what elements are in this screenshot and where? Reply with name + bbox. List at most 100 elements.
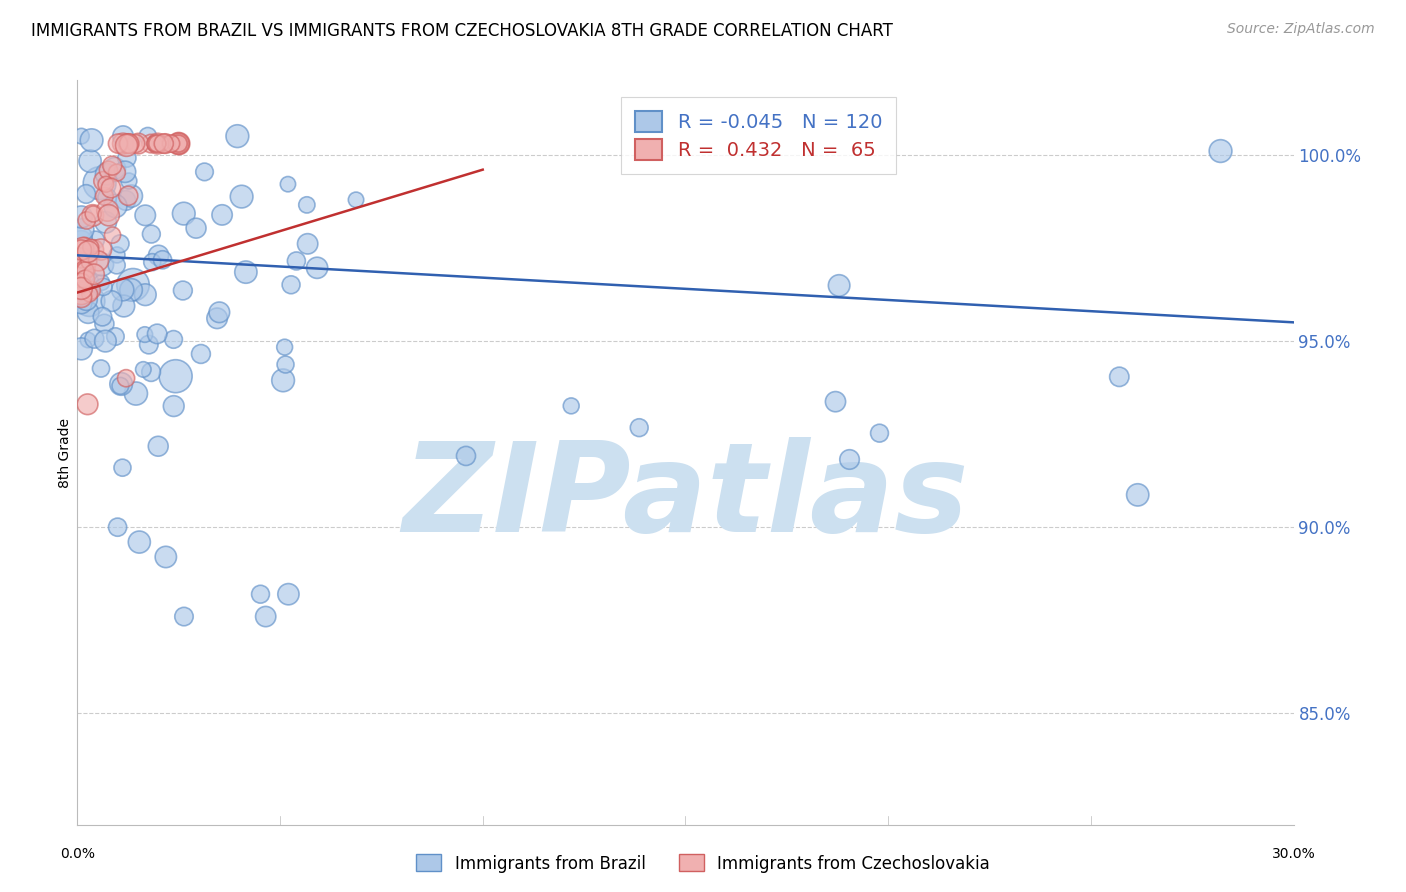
Point <box>165 136 187 151</box>
Point <box>70 296 93 310</box>
Point <box>277 587 299 601</box>
Point <box>828 278 851 293</box>
Point <box>97 163 120 178</box>
Point <box>118 136 141 151</box>
Point <box>70 281 93 295</box>
Point <box>70 234 93 248</box>
Point <box>100 181 122 195</box>
Point <box>115 151 138 165</box>
Legend: R = -0.045   N = 120, R =  0.432   N =  65: R = -0.045 N = 120, R = 0.432 N = 65 <box>621 97 896 174</box>
Point <box>70 230 93 244</box>
Point <box>91 310 114 324</box>
Point <box>70 290 93 304</box>
Point <box>1209 144 1232 158</box>
Point <box>70 279 93 293</box>
Point <box>273 340 295 354</box>
Point <box>249 587 271 601</box>
Point <box>82 207 104 221</box>
Point <box>139 365 162 379</box>
Point <box>101 228 124 243</box>
Point <box>150 136 173 151</box>
Point <box>111 136 134 151</box>
Point <box>163 399 186 413</box>
Point <box>70 251 93 265</box>
Point <box>80 284 103 298</box>
Point <box>190 347 212 361</box>
Point <box>70 276 93 290</box>
Point <box>96 167 118 181</box>
Point <box>104 199 127 213</box>
Point <box>134 208 156 222</box>
Point <box>167 136 190 151</box>
Point <box>105 248 128 262</box>
Legend: Immigrants from Brazil, Immigrants from Czechoslovakia: Immigrants from Brazil, Immigrants from … <box>409 847 997 880</box>
Point <box>205 311 228 326</box>
Point <box>193 165 215 179</box>
Point <box>75 263 97 277</box>
Text: 0.0%: 0.0% <box>60 847 94 862</box>
Point <box>70 129 93 144</box>
Point <box>146 326 169 341</box>
Point <box>70 273 93 287</box>
Point <box>172 284 194 298</box>
Point <box>91 258 114 272</box>
Point <box>93 280 115 294</box>
Point <box>167 136 190 151</box>
Point <box>101 159 124 173</box>
Point <box>280 277 302 292</box>
Point <box>97 208 120 222</box>
Point <box>77 333 100 347</box>
Point <box>160 136 183 151</box>
Point <box>454 449 477 463</box>
Point <box>114 165 136 179</box>
Point <box>110 379 132 393</box>
Point <box>110 376 132 391</box>
Point <box>132 362 155 376</box>
Point <box>143 136 166 151</box>
Point <box>77 305 100 319</box>
Point <box>173 206 195 220</box>
Point <box>96 190 118 204</box>
Point <box>75 272 97 286</box>
Point <box>79 154 101 169</box>
Point <box>117 188 139 202</box>
Point <box>146 136 169 151</box>
Point <box>115 138 138 153</box>
Point <box>285 254 308 268</box>
Point <box>79 294 101 309</box>
Point <box>105 166 128 180</box>
Text: ZIPatlas: ZIPatlas <box>402 437 969 558</box>
Point <box>307 260 329 275</box>
Point <box>211 208 233 222</box>
Point <box>104 329 127 343</box>
Point <box>90 361 112 376</box>
Point <box>80 240 103 254</box>
Point <box>83 332 105 346</box>
Point <box>165 369 187 384</box>
Point <box>111 283 134 297</box>
Point <box>100 294 122 309</box>
Point <box>271 373 294 387</box>
Point <box>70 342 93 356</box>
Point <box>107 520 129 534</box>
Point <box>167 136 190 151</box>
Point <box>94 178 117 192</box>
Point <box>112 129 135 144</box>
Point <box>70 244 93 258</box>
Point <box>94 334 117 348</box>
Point <box>108 236 131 251</box>
Point <box>125 136 148 151</box>
Point <box>235 265 257 279</box>
Point <box>117 136 139 151</box>
Point <box>141 227 163 241</box>
Point <box>107 136 129 151</box>
Point <box>167 136 190 151</box>
Point <box>145 136 167 151</box>
Point <box>70 243 93 257</box>
Point <box>70 265 93 279</box>
Point <box>84 233 107 247</box>
Point <box>105 258 128 272</box>
Point <box>90 243 112 257</box>
Point <box>208 305 231 319</box>
Point <box>104 161 127 176</box>
